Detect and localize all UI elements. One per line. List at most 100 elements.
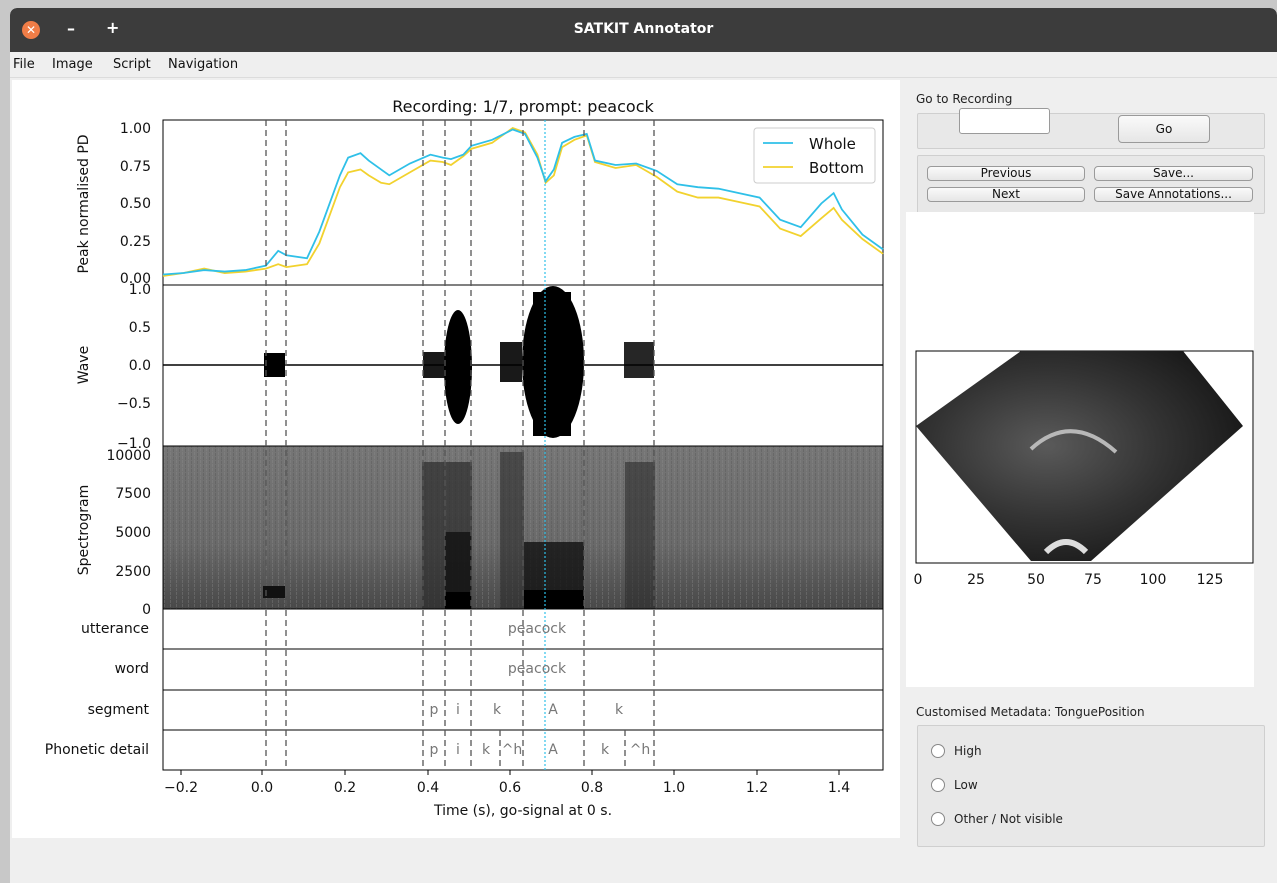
pd-ytick: 1.00 xyxy=(120,121,151,137)
pd-ylabel: Peak normalised PD xyxy=(76,134,92,273)
spec-ytick: 0 xyxy=(142,602,151,618)
pd-y-ticks: 1.00 0.75 0.50 0.25 0.00 xyxy=(120,121,151,287)
title-bar: ✕ – + SATKIT Annotator xyxy=(10,8,1277,52)
xtick: 1.0 xyxy=(663,780,685,796)
menu-file[interactable]: File xyxy=(13,57,35,72)
segment-label: i xyxy=(456,702,460,718)
radio-high-label[interactable]: High xyxy=(954,744,982,758)
x-axis-label: Time (s), go-signal at 0 s. xyxy=(433,803,612,819)
menu-bar: File Image Script Navigation xyxy=(10,52,1277,78)
legend: Whole Bottom xyxy=(753,127,876,184)
pd-line-whole xyxy=(162,128,884,276)
ultrasound-figure: 0 25 50 75 100 125 xyxy=(914,350,1254,588)
wave-ytick: 0.5 xyxy=(129,320,151,336)
tier-name-utterance: utterance xyxy=(81,621,149,637)
radio-other-label[interactable]: Other / Not visible xyxy=(954,812,1063,826)
phonetic-label: p xyxy=(430,742,439,758)
xtick: −0.2 xyxy=(164,780,198,796)
xtick: 0.8 xyxy=(581,780,603,796)
xtick: 0.0 xyxy=(251,780,273,796)
radio-other[interactable] xyxy=(931,812,945,826)
navigation-group xyxy=(917,155,1265,214)
figure: Recording: 1/7, prompt: peacock xyxy=(45,97,884,819)
goto-recording-input[interactable] xyxy=(959,108,1050,134)
maximize-icon[interactable]: + xyxy=(106,18,120,37)
ultrasound-image-panel[interactable]: 0 25 50 75 100 125 xyxy=(906,212,1254,687)
x-tick-marks xyxy=(180,770,840,775)
xtick: 1.4 xyxy=(828,780,850,796)
menu-image[interactable]: Image xyxy=(52,57,93,72)
image-xtick: 50 xyxy=(1027,572,1045,588)
image-xtick: 25 xyxy=(967,572,985,588)
tier-labels[interactable]: peacock peacock p i k A k p i k ^h A k ^… xyxy=(430,621,651,758)
wave-ytick: −0.5 xyxy=(117,396,151,412)
spec-ylabel: Spectrogram xyxy=(76,485,92,575)
save-button[interactable]: Save... xyxy=(1094,166,1253,181)
radio-low[interactable] xyxy=(931,778,945,792)
tier-name-segment: segment xyxy=(88,702,150,718)
legend-whole-label: Whole xyxy=(809,135,856,153)
wave-ylabel: Wave xyxy=(76,346,92,384)
segment-label: A xyxy=(548,702,558,718)
xtick: 0.6 xyxy=(499,780,521,796)
window-title: SATKIT Annotator xyxy=(573,21,714,37)
tier-names: utterance word segment Phonetic detail xyxy=(45,621,150,758)
plot-title: Recording: 1/7, prompt: peacock xyxy=(392,97,654,116)
wave-y-ticks: 1.0 0.5 0.0 −0.5 −1.0 xyxy=(117,282,151,452)
ultrasound-bright-spot xyxy=(1043,539,1089,555)
menu-script[interactable]: Script xyxy=(113,57,151,72)
wave-ytick: −1.0 xyxy=(117,436,151,452)
x-tick-labels: −0.2 0.0 0.2 0.4 0.6 0.8 1.0 1.2 1.4 xyxy=(164,780,850,796)
radio-low-label[interactable]: Low xyxy=(954,778,978,792)
plot-canvas[interactable]: Recording: 1/7, prompt: peacock xyxy=(12,80,900,838)
segment-label: p xyxy=(430,702,439,718)
phonetic-label: k xyxy=(601,742,610,758)
metadata-group xyxy=(917,725,1265,847)
wave-ytick: 0.0 xyxy=(129,358,151,374)
word-label: peacock xyxy=(508,661,567,677)
radio-high[interactable] xyxy=(931,744,945,758)
spec-ytick: 2500 xyxy=(115,564,151,580)
phonetic-label: k xyxy=(482,742,491,758)
image-xtick: 125 xyxy=(1197,572,1224,588)
pd-ytick: 0.00 xyxy=(120,271,151,287)
spectrogram-energy xyxy=(263,452,655,609)
tier-name-phonetic: Phonetic detail xyxy=(45,742,149,758)
phonetic-label: ^h xyxy=(630,742,651,758)
previous-button[interactable]: Previous xyxy=(927,166,1085,181)
utterance-label: peacock xyxy=(508,621,567,637)
phonetic-label: i xyxy=(456,742,460,758)
phonetic-label: ^h xyxy=(502,742,523,758)
spec-ytick: 5000 xyxy=(115,525,151,541)
minimize-icon[interactable]: – xyxy=(67,19,75,38)
image-xtick: 0 xyxy=(914,572,923,588)
xtick: 0.4 xyxy=(417,780,439,796)
waveform xyxy=(163,286,883,438)
next-button[interactable]: Next xyxy=(927,187,1085,202)
spec-ytick: 10000 xyxy=(106,448,151,464)
ultrasound-fan xyxy=(916,351,1243,561)
image-xtick: 75 xyxy=(1084,572,1102,588)
pd-line-bottom xyxy=(162,126,884,277)
image-xtick: 100 xyxy=(1140,572,1167,588)
segment-label: k xyxy=(615,702,624,718)
tongue-contour xyxy=(1029,429,1118,454)
save-annotations-button[interactable]: Save Annotations... xyxy=(1094,187,1253,202)
pd-ytick: 0.75 xyxy=(120,159,151,175)
phonetic-label: A xyxy=(548,742,558,758)
menu-navigation[interactable]: Navigation xyxy=(168,57,239,72)
metadata-label: Customised Metadata: TonguePosition xyxy=(916,705,1145,719)
segment-boundaries[interactable] xyxy=(265,120,655,770)
image-x-ticks: 0 25 50 75 100 125 xyxy=(914,572,1224,588)
spec-ytick: 7500 xyxy=(115,486,151,502)
spec-y-ticks: 10000 7500 5000 2500 0 xyxy=(106,448,151,618)
xtick: 0.2 xyxy=(334,780,356,796)
close-icon[interactable]: ✕ xyxy=(22,21,40,39)
go-button[interactable]: Go xyxy=(1118,115,1210,143)
goto-recording-label: Go to Recording xyxy=(916,92,1013,106)
tier-name-word: word xyxy=(115,661,149,677)
pd-ytick: 0.25 xyxy=(120,234,151,250)
legend-bottom-label: Bottom xyxy=(809,159,864,177)
segment-label: k xyxy=(493,702,502,718)
wave-ytick: 1.0 xyxy=(129,282,151,298)
